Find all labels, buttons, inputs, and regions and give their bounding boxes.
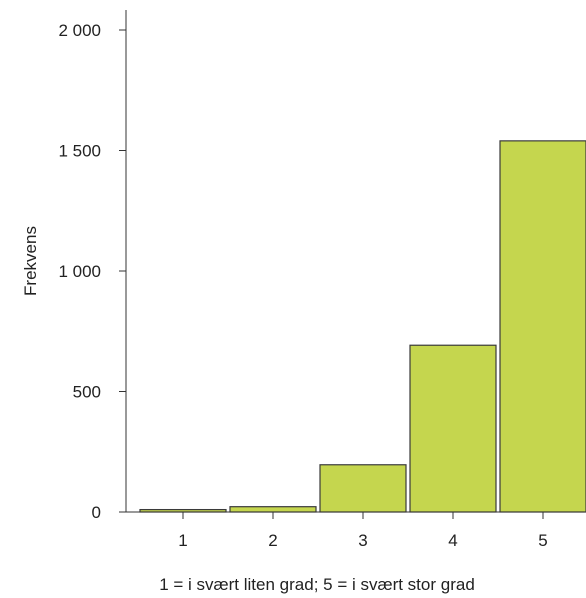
y-tick-label: 2 000 bbox=[58, 21, 101, 40]
bar-4 bbox=[409, 344, 497, 513]
x-tick-label: 2 bbox=[268, 531, 277, 550]
bar-3 bbox=[319, 464, 407, 513]
bars-group bbox=[139, 140, 586, 513]
x-tick-label: 1 bbox=[178, 531, 187, 550]
y-tick-label: 1 500 bbox=[58, 142, 101, 161]
y-axis-ticks: 0 500 1 000 1 500 2 000 bbox=[58, 21, 126, 522]
y-axis-title: Frekvens bbox=[21, 226, 40, 296]
x-axis-title: 1 = i svært liten grad; 5 = i svært stor… bbox=[159, 575, 475, 594]
y-tick-label: 1 000 bbox=[58, 262, 101, 281]
y-tick-label: 500 bbox=[73, 383, 101, 402]
x-tick-label: 5 bbox=[538, 531, 547, 550]
bar-5 bbox=[499, 140, 586, 513]
bar-2 bbox=[229, 506, 317, 513]
x-axis-ticks: 1 2 3 4 5 bbox=[178, 512, 548, 550]
x-tick-label: 4 bbox=[448, 531, 457, 550]
y-tick-label: 0 bbox=[92, 503, 101, 522]
x-tick-label: 3 bbox=[358, 531, 367, 550]
